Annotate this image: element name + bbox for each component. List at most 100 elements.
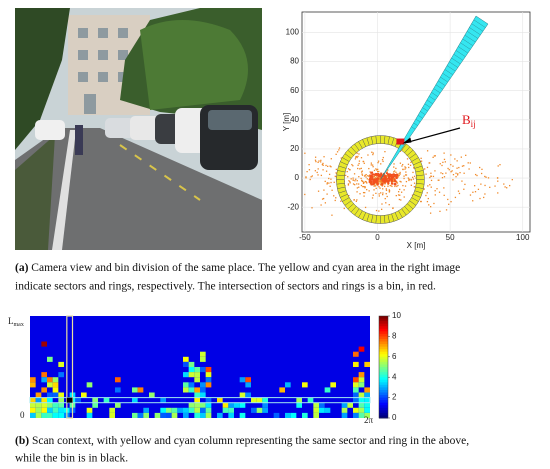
point xyxy=(364,180,367,183)
point xyxy=(392,176,395,179)
point xyxy=(474,173,477,176)
ring-division xyxy=(413,161,421,166)
heatmap-cell xyxy=(200,402,206,408)
point xyxy=(320,204,322,206)
point xyxy=(369,176,372,179)
heatmap-cell xyxy=(143,412,149,418)
colorbar-step xyxy=(379,372,388,376)
point xyxy=(426,192,428,194)
point xyxy=(331,189,333,191)
heatmap-cell xyxy=(324,407,331,413)
point xyxy=(377,176,379,178)
point xyxy=(367,154,369,156)
point xyxy=(372,173,375,176)
point xyxy=(386,169,389,171)
caption-b-line: (b) Scan context, with yellow and cyan c… xyxy=(15,435,469,447)
point xyxy=(413,167,415,169)
point xyxy=(340,157,342,159)
point xyxy=(348,180,350,182)
point xyxy=(381,203,383,205)
heatmap-cell xyxy=(245,377,251,383)
point xyxy=(375,168,377,170)
heatmap-cell xyxy=(160,407,166,413)
heatmap-cell xyxy=(358,402,365,408)
point xyxy=(371,177,374,180)
heatmap-cell xyxy=(330,382,336,388)
point xyxy=(477,188,480,191)
point xyxy=(375,181,377,184)
point xyxy=(381,179,384,182)
heatmap-cell xyxy=(58,412,64,418)
point xyxy=(356,191,358,193)
heatmap-cell xyxy=(171,412,178,418)
x-end-label: 2π xyxy=(364,415,374,425)
point xyxy=(428,204,430,206)
point xyxy=(405,167,407,169)
point xyxy=(456,167,458,169)
point xyxy=(405,171,407,173)
point xyxy=(443,176,446,178)
point xyxy=(328,173,331,176)
y-tick-label: 20 xyxy=(290,144,299,153)
point xyxy=(362,160,365,163)
point xyxy=(384,151,386,153)
heatmap-cell xyxy=(313,407,319,413)
point xyxy=(355,178,357,180)
point xyxy=(369,178,372,181)
point xyxy=(347,183,350,185)
heatmap-cell xyxy=(256,397,263,403)
point xyxy=(429,176,431,179)
point xyxy=(371,151,373,153)
point xyxy=(403,175,405,177)
heatmap-cell xyxy=(296,397,302,403)
ring-division xyxy=(371,136,374,145)
point xyxy=(430,186,432,188)
colorbar-step xyxy=(379,356,388,360)
point xyxy=(375,178,378,181)
point xyxy=(452,165,454,167)
point xyxy=(326,193,328,195)
heatmap-cell xyxy=(205,412,212,418)
point xyxy=(327,165,329,168)
point xyxy=(447,198,449,201)
point xyxy=(420,160,423,162)
point xyxy=(376,183,379,186)
ring-edge xyxy=(336,135,425,224)
point xyxy=(390,179,393,182)
point xyxy=(360,177,362,180)
point xyxy=(413,175,416,177)
heatmap-cell xyxy=(194,412,200,418)
ring-division xyxy=(398,210,403,218)
point xyxy=(322,164,324,166)
heatmap-cell xyxy=(353,377,359,383)
point xyxy=(322,169,324,171)
ring-division xyxy=(354,208,360,216)
point xyxy=(439,163,441,165)
colorbar-step xyxy=(379,402,388,406)
ring-division xyxy=(409,153,417,159)
point xyxy=(363,175,366,177)
point xyxy=(425,173,427,175)
heatmap-cell xyxy=(353,351,359,357)
point xyxy=(374,185,377,187)
point xyxy=(395,177,398,180)
heatmap-cell xyxy=(364,392,370,398)
point xyxy=(433,202,435,205)
point xyxy=(370,164,372,166)
colorbar-step xyxy=(379,326,388,330)
heatmap-cell xyxy=(58,407,64,413)
point xyxy=(363,195,365,197)
point xyxy=(434,194,436,196)
point xyxy=(398,198,401,201)
point xyxy=(321,163,324,166)
point xyxy=(413,186,416,188)
heatmap-cell xyxy=(279,387,285,393)
heatmap-cell xyxy=(52,377,59,383)
heatmap-cell xyxy=(324,387,331,393)
heatmap-cell xyxy=(353,392,359,398)
point xyxy=(369,171,371,173)
point xyxy=(365,181,367,183)
point xyxy=(362,180,364,183)
point xyxy=(443,158,446,161)
ring-row xyxy=(29,397,371,404)
